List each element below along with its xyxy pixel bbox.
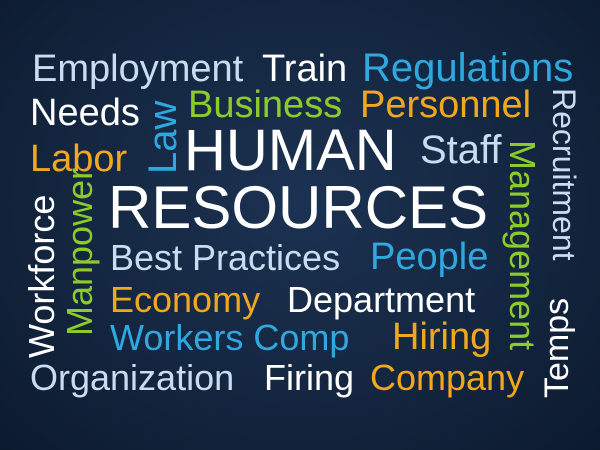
word-regulations: Regulations bbox=[362, 46, 574, 90]
word-train: Train bbox=[262, 48, 348, 90]
word-company: Company bbox=[370, 357, 525, 398]
word-law: Law bbox=[141, 100, 185, 174]
word-hiring: Hiring bbox=[392, 316, 492, 358]
word-workforce: Workforce bbox=[21, 194, 62, 358]
word-management: Management bbox=[502, 140, 543, 351]
word-workers-comp: Workers Comp bbox=[110, 317, 350, 358]
word-economy: Economy bbox=[110, 279, 261, 320]
word-recruitment: Recruitment bbox=[546, 88, 582, 261]
word-staff: Staff bbox=[420, 128, 502, 172]
word-department: Department bbox=[287, 279, 476, 320]
word-employment: Employment bbox=[32, 48, 244, 90]
word-firing: Firing bbox=[264, 357, 355, 398]
word-needs: Needs bbox=[30, 92, 140, 134]
word-temps: Temps bbox=[538, 297, 576, 398]
word-manpower: Manpower bbox=[59, 167, 100, 336]
word-business: Business bbox=[188, 84, 343, 126]
word-resources: RESOURCES bbox=[108, 174, 489, 241]
word-people: People bbox=[370, 236, 489, 278]
word-human: HUMAN bbox=[184, 118, 397, 183]
word-labor: Labor bbox=[30, 138, 128, 180]
word-organization: Organization bbox=[30, 357, 235, 398]
word-best-practices: Best Practices bbox=[110, 237, 341, 278]
word-personnel: Personnel bbox=[360, 84, 532, 126]
